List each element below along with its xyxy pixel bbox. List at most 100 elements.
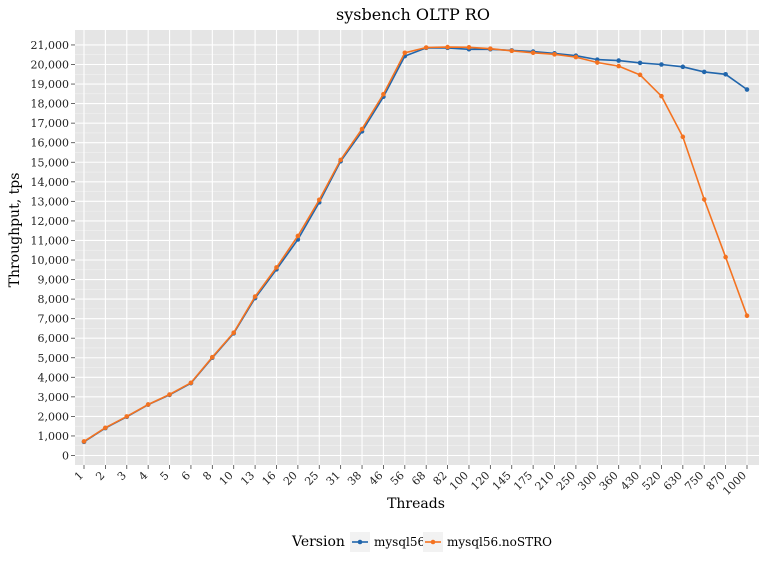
- x-tick-label: 82: [431, 469, 450, 488]
- data-point: [552, 52, 557, 57]
- data-point: [402, 50, 408, 56]
- x-tick-label: 10: [217, 469, 236, 488]
- x-tick-label: 210: [533, 469, 557, 493]
- y-tick-label: 20,000: [31, 59, 70, 72]
- data-point: [680, 134, 686, 140]
- data-point: [573, 54, 579, 60]
- x-tick-label: 120: [468, 469, 492, 493]
- y-tick-label: 11,000: [31, 234, 70, 247]
- x-tick-label: 630: [661, 469, 685, 493]
- data-point: [295, 233, 301, 239]
- x-tick-label: 520: [640, 469, 664, 493]
- y-tick-label: 1,000: [38, 430, 70, 443]
- data-point: [637, 60, 643, 66]
- legend-title: Version: [291, 534, 345, 550]
- y-tick-label: 21,000: [31, 39, 70, 52]
- data-point: [167, 392, 172, 397]
- x-tick-label: 20: [281, 469, 300, 488]
- x-tick-label: 38: [345, 469, 364, 488]
- data-point: [103, 425, 108, 431]
- data-point: [274, 265, 279, 270]
- data-point: [381, 91, 386, 97]
- chart-title: sysbench OLTP RO: [336, 5, 490, 24]
- x-tick-label: 68: [409, 469, 428, 488]
- y-tick-label: 18,000: [31, 98, 70, 111]
- x-tick-label: 5: [158, 469, 172, 483]
- data-point: [423, 45, 429, 50]
- y-tick-label: 15,000: [31, 156, 70, 169]
- data-point: [616, 63, 621, 69]
- x-tick-label: 750: [682, 469, 706, 493]
- y-axis: 0 1,000 2,000 3,000 4,000 5,000 6,000 7,000 8,00…: [31, 39, 75, 463]
- x-tick-label: 2: [93, 469, 107, 483]
- data-point: [680, 64, 686, 70]
- y-tick-label: 12,000: [31, 215, 70, 228]
- data-point: [637, 72, 643, 78]
- x-tick-label: 4: [136, 469, 150, 483]
- y-tick-label: 0: [62, 450, 69, 463]
- series-group: [81, 44, 750, 445]
- legend-key-point-1: [357, 539, 363, 545]
- data-point: [338, 157, 343, 163]
- y-tick-label: 2,000: [38, 410, 70, 423]
- data-point: [594, 60, 600, 65]
- legend-label-2: mysql56.noSTRO: [447, 535, 552, 549]
- data-point: [124, 414, 130, 419]
- data-point: [701, 197, 707, 202]
- x-tick-label: 145: [490, 469, 514, 493]
- data-point: [616, 58, 621, 63]
- y-tick-label: 19,000: [31, 78, 70, 91]
- data-point: [145, 402, 151, 407]
- x-tick-label: 1000: [720, 469, 749, 498]
- data-point: [231, 330, 237, 336]
- x-tick-label: 100: [447, 469, 471, 493]
- y-tick-label: 9,000: [38, 274, 70, 287]
- series-line-2: [83, 46, 748, 443]
- y-tick-label: 4,000: [38, 371, 70, 384]
- y-tick-label: 14,000: [31, 176, 70, 189]
- y-tick-label: 5,000: [38, 352, 70, 365]
- grid: [75, 30, 759, 465]
- y-tick-label: 13,000: [31, 195, 70, 208]
- x-tick-label: 6: [179, 469, 193, 483]
- data-point: [744, 87, 750, 92]
- x-axis: 1 2 3 4 5 6 8 10 13 16 20 25 31 38 46 56 68 8210012014517…: [72, 465, 749, 498]
- plot-panel: [75, 30, 759, 465]
- y-axis-title: Throughput, tps: [7, 173, 23, 288]
- data-point: [466, 44, 472, 50]
- data-point: [723, 254, 728, 260]
- x-tick-label: 25: [302, 469, 321, 488]
- y-tick-label: 10,000: [31, 254, 70, 267]
- x-tick-label: 8: [200, 469, 214, 483]
- x-tick-label: 46: [366, 469, 385, 488]
- x-tick-label: 1: [72, 469, 86, 483]
- data-point: [188, 380, 194, 386]
- data-point: [359, 126, 365, 132]
- x-tick-label: 300: [575, 469, 599, 493]
- x-tick-label: 56: [388, 469, 407, 488]
- y-tick-label: 17,000: [31, 117, 70, 130]
- x-tick-label: 360: [597, 469, 621, 493]
- data-point: [488, 46, 493, 51]
- y-tick-label: 3,000: [38, 391, 70, 404]
- data-point: [659, 93, 664, 99]
- data-point: [659, 62, 664, 67]
- x-tick-label: 13: [238, 469, 257, 488]
- legend-key-point-2: [430, 539, 436, 545]
- x-tick-label: 175: [511, 469, 535, 493]
- data-point: [210, 354, 215, 360]
- y-tick-label: 8,000: [38, 293, 70, 306]
- data-point: [445, 44, 450, 50]
- x-tick-label: 31: [324, 469, 343, 488]
- y-tick-label: 16,000: [31, 137, 70, 150]
- x-tick-label: 3: [115, 469, 129, 483]
- data-point: [723, 71, 728, 77]
- data-point: [744, 313, 750, 319]
- legend-label-1: mysql56: [374, 535, 425, 549]
- data-point: [252, 294, 258, 299]
- data-point: [701, 69, 707, 75]
- y-tick-label: 7,000: [38, 313, 70, 326]
- data-point: [81, 439, 87, 444]
- y-tick-label: 6,000: [38, 332, 70, 345]
